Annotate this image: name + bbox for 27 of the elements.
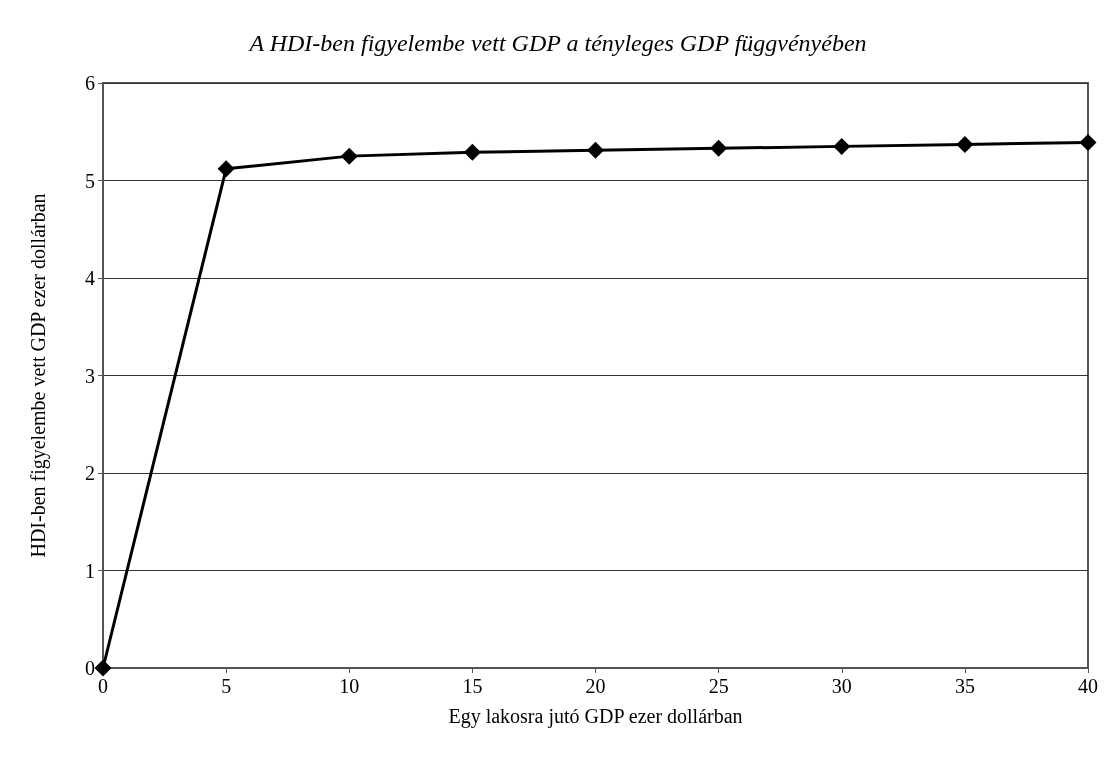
x-tick-label: 30 xyxy=(831,675,852,697)
point xyxy=(217,160,235,178)
y-tick-label: 1 xyxy=(85,559,95,582)
y-tick-label: 3 xyxy=(85,364,95,387)
point xyxy=(340,147,358,165)
y-tick-label: 2 xyxy=(85,462,95,484)
x-tick-label: 35 xyxy=(954,675,975,697)
x-axis-title: Egy lakosra jutó GDP ezer dollárban xyxy=(448,705,743,728)
x-tick-label: 40 xyxy=(1078,675,1098,697)
point xyxy=(587,141,604,159)
point xyxy=(94,659,112,677)
y-tick-label: 6 xyxy=(85,72,95,94)
point xyxy=(956,135,974,153)
y-tick-label: 4 xyxy=(85,267,95,289)
point xyxy=(833,137,851,155)
point xyxy=(1079,133,1097,151)
x-tick-label: 15 xyxy=(462,675,483,697)
point xyxy=(463,143,481,161)
y-axis-title: HDI-ben figyelembe vett GDP ezer dollárban xyxy=(27,193,50,558)
x-tick-label: 5 xyxy=(221,675,232,697)
x-tick-label: 10 xyxy=(339,675,360,697)
point xyxy=(710,139,728,157)
chart-title: A HDI-ben figyelembe vett GDP a tényleges GDP függvényében xyxy=(247,30,867,56)
y-tick-label: 5 xyxy=(85,169,95,192)
x-tick-label: 20 xyxy=(585,675,606,697)
x-tick-label: 25 xyxy=(708,675,729,697)
y-tick-label: 0 xyxy=(85,657,95,679)
